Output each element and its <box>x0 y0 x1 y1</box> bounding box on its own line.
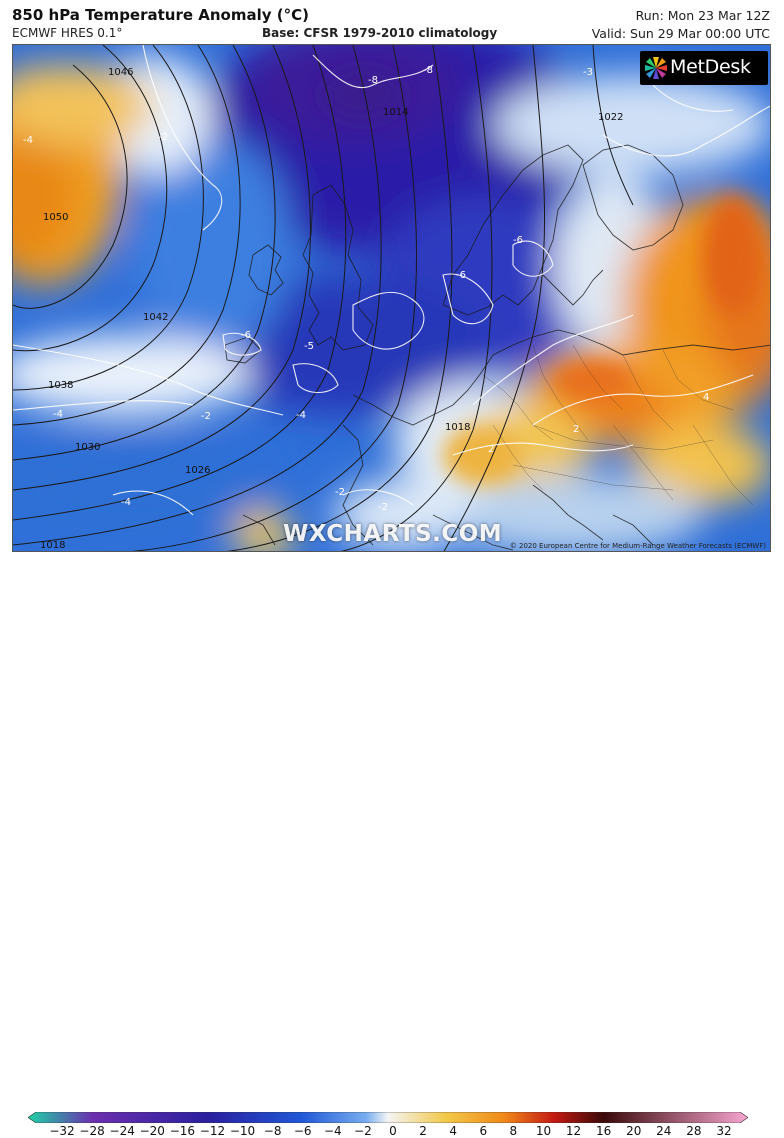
isobar-label: 1026 <box>185 465 210 476</box>
colorbar-tick-label: −10 <box>229 1124 256 1138</box>
colorbar-tick-label: −2 <box>354 1124 372 1138</box>
colorbar-tick-label: −16 <box>169 1124 196 1138</box>
colorbar-tick-label: −24 <box>109 1124 135 1138</box>
colorbar-tick-label: −20 <box>139 1124 165 1138</box>
colorbar-tick-label: 24 <box>656 1124 672 1138</box>
isobar-label: 1014 <box>383 107 408 118</box>
anomaly-label: -2 <box>335 487 345 498</box>
colorbar <box>28 1112 748 1123</box>
colorbar-tick-label: −12 <box>199 1124 226 1138</box>
isobar-label: 1050 <box>43 212 68 223</box>
anomaly-label: -2 <box>378 502 388 513</box>
colorbar-tick-label: 2 <box>419 1124 427 1138</box>
copyright-notice: © 2020 European Centre for Medium-Range … <box>509 542 766 550</box>
colorbar-tick-label: 6 <box>479 1124 488 1138</box>
anomaly-label: -4 <box>53 409 63 420</box>
colorbar-tick-label: −28 <box>79 1124 105 1138</box>
colorbar-gradient <box>28 1112 748 1123</box>
colorbar-tick-label: 8 <box>509 1124 518 1138</box>
climatology-base-label: Base: CFSR 1979-2010 climatology <box>262 26 498 40</box>
anomaly-label: -2 <box>158 132 168 143</box>
isobar-label: 1022 <box>598 112 623 123</box>
colorbar-tick-label: 0 <box>389 1124 397 1138</box>
anomaly-label: -8 <box>423 65 433 76</box>
model-label: ECMWF HRES 0.1° <box>12 26 123 40</box>
anomaly-label: -4 <box>121 497 131 508</box>
anomaly-contours <box>13 45 770 516</box>
anomaly-label: 4 <box>703 392 709 403</box>
anomaly-label: -2 <box>201 411 211 422</box>
colorbar-tick-label: 10 <box>535 1124 552 1138</box>
colorbar-tick-label: 20 <box>626 1124 642 1138</box>
coastlines <box>224 144 770 551</box>
metdesk-logo: MetDesk <box>640 51 768 85</box>
isobar-label: 1038 <box>48 380 73 391</box>
anomaly-label: -6 <box>241 330 251 341</box>
anomaly-label: -5 <box>304 341 314 352</box>
anomaly-label: -4 <box>296 410 306 421</box>
isobar-label: 1042 <box>143 312 168 323</box>
colorbar-tick-label: 28 <box>686 1124 702 1138</box>
anomaly-label: 2 <box>488 444 494 455</box>
anomaly-map: 1050 1046 1042 1038 1030 1026 1018 1014 … <box>12 44 771 552</box>
isobar-label: 1018 <box>445 422 470 433</box>
colorbar-tick-label: 16 <box>595 1124 612 1138</box>
valid-time-label: Valid: Sun 29 Mar 00:00 UTC <box>591 26 770 41</box>
isobars <box>13 45 634 551</box>
isobar-label: 1018 <box>40 540 65 551</box>
watermark: WXCHARTS.COM <box>283 521 503 547</box>
map-canvas: 1050 1046 1042 1038 1030 1026 1018 1014 … <box>13 45 770 551</box>
anomaly-detail <box>323 70 763 485</box>
isobar-label: 1030 <box>75 442 100 453</box>
run-time-label: Run: Mon 23 Mar 12Z <box>635 8 770 23</box>
anomaly-label: -6 <box>456 270 466 281</box>
colorbar-tick-label: −32 <box>49 1124 75 1138</box>
colorbar-tick-label: −6 <box>293 1124 312 1138</box>
logo-text: MetDesk <box>670 56 751 78</box>
colorbar-tick-label: 32 <box>716 1124 732 1138</box>
colorbar-tick-label: −8 <box>263 1124 282 1138</box>
chart-header: 850 hPa Temperature Anomaly (°C) ECMWF H… <box>0 0 784 44</box>
colorbar-tick-label: 4 <box>449 1124 457 1138</box>
color-legend: −32 −28 −24 −20 −16 −12 −10 −8 −6 −4 −2 0 2 4 6 8 10 12 16… <box>0 552 784 1138</box>
anomaly-label: 2 <box>573 424 579 435</box>
anomaly-label: -6 <box>513 235 523 246</box>
colorbar-tick-label: 12 <box>565 1124 582 1138</box>
metdesk-sun-icon <box>645 57 667 79</box>
isobar-labels: 1050 1046 1042 1038 1030 1026 1018 1014 … <box>40 67 623 551</box>
chart-title: 850 hPa Temperature Anomaly (°C) <box>12 6 309 24</box>
anomaly-label: -4 <box>23 135 33 146</box>
anomaly-labels: -4 -2 -8 -8 -6 -6 -6 -5 -4 -4 -2 -4 -2 -… <box>23 65 709 513</box>
isobar-label: 1046 <box>108 67 133 78</box>
anomaly-label: -3 <box>583 67 593 78</box>
anomaly-label: -8 <box>368 75 378 86</box>
colorbar-tick-label: −4 <box>323 1124 342 1138</box>
